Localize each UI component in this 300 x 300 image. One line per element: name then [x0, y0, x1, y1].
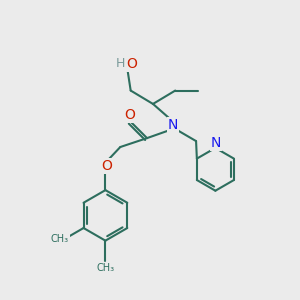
Text: O: O	[124, 108, 135, 122]
Text: H: H	[116, 57, 125, 70]
Text: O: O	[127, 57, 138, 71]
Text: O: O	[101, 159, 112, 173]
Text: N: N	[168, 118, 178, 132]
Text: CH₃: CH₃	[51, 234, 69, 244]
Text: N: N	[211, 136, 221, 150]
Text: CH₃: CH₃	[96, 263, 115, 273]
